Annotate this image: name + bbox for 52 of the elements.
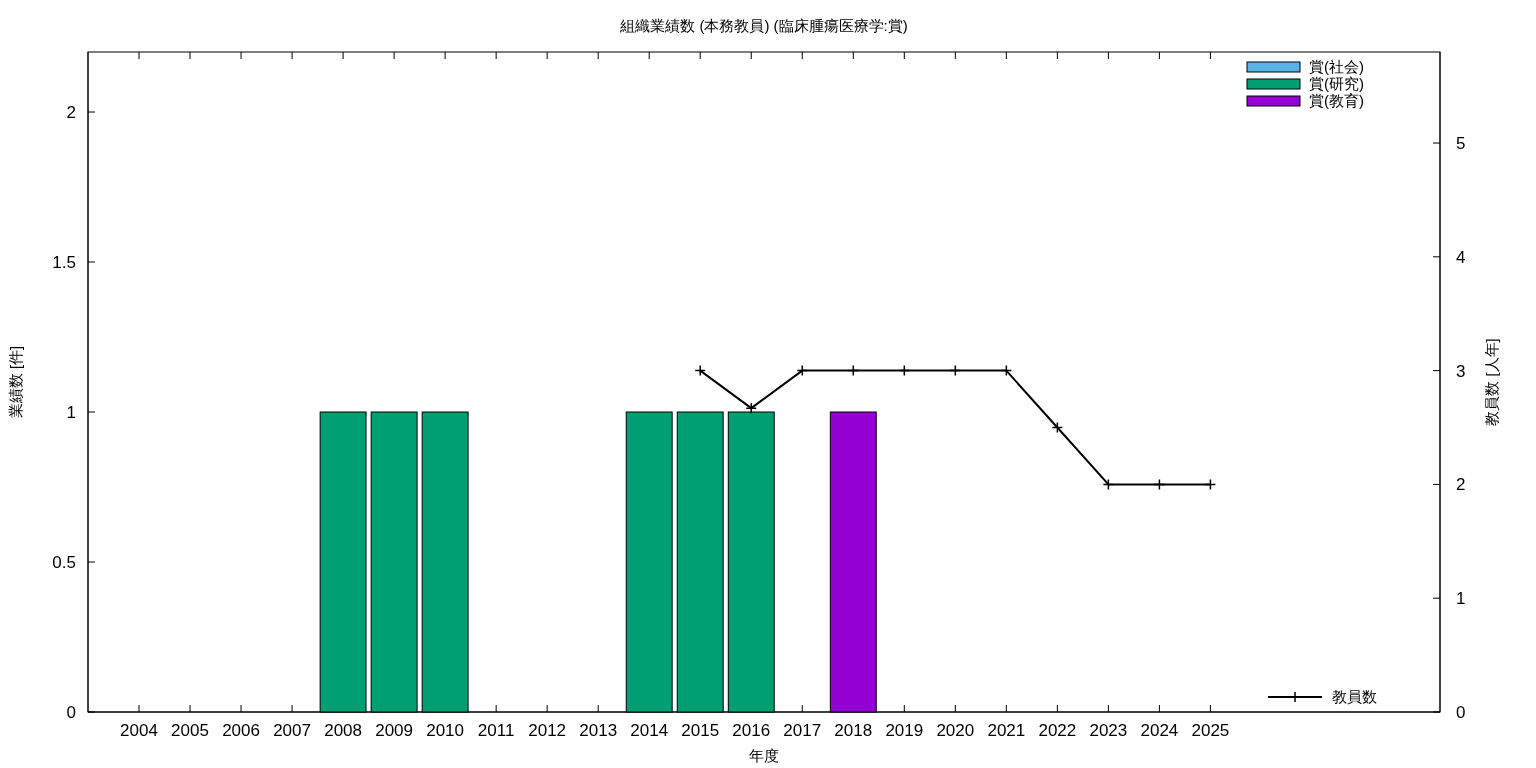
x-tick-label: 2008	[324, 721, 362, 740]
x-tick-label: 2020	[936, 721, 975, 740]
point	[949, 364, 962, 377]
x-tick-label: 2007	[273, 721, 311, 740]
x-tick-label: 2004	[120, 721, 158, 740]
x-tick-label: 2025	[1191, 721, 1230, 740]
legend-label: 賞(研究)	[1309, 75, 1364, 92]
x-tick-label: 2016	[732, 721, 771, 740]
x-tick-label: 2009	[375, 721, 414, 740]
x-axis-title: 年度	[749, 747, 779, 764]
chart-title: 組織業績数 (本務教員) (臨床腫瘍医療学:賞)	[619, 17, 908, 34]
x-tick-label: 2022	[1038, 721, 1077, 740]
y-tick-label: 1.5	[52, 253, 76, 272]
y-tick-label: 0	[66, 703, 76, 722]
x-tick-label: 2021	[987, 721, 1026, 740]
point	[847, 364, 860, 377]
x-tick-label: 2015	[681, 721, 720, 740]
x-tick-label: 2019	[885, 721, 924, 740]
x-tick-label: 2012	[528, 721, 567, 740]
y2-tick-label: 1	[1456, 589, 1466, 609]
legend-label: 賞(社会)	[1309, 58, 1364, 75]
point	[898, 364, 911, 377]
x-tick-label: 2014	[630, 721, 669, 740]
y2-tick-label: 5	[1456, 134, 1466, 154]
x-tick-label: 2005	[171, 721, 209, 740]
y2-tick-label: 0	[1456, 703, 1466, 722]
y2-axis-title: 教員数 [人年]	[1483, 338, 1500, 426]
point	[745, 402, 757, 414]
point	[1204, 478, 1217, 491]
x-tick-label: 2023	[1089, 721, 1128, 740]
y-tick-label: 0.5	[52, 553, 76, 572]
y-tick-label: 2	[66, 103, 76, 122]
point	[694, 364, 706, 377]
x-tick-label: 2017	[783, 721, 822, 740]
point	[1102, 478, 1115, 491]
x-tick-label: 2006	[222, 721, 260, 740]
y2-tick-label: 3	[1456, 361, 1466, 381]
x-tick-label: 2018	[834, 721, 873, 740]
legend-label: 賞(教育)	[1309, 92, 1364, 109]
x-tick-label: 2010	[426, 721, 465, 740]
x-tick-label: 2024	[1140, 721, 1179, 740]
x-tick-label: 2011	[477, 721, 515, 740]
point	[796, 364, 809, 377]
point	[1051, 421, 1064, 434]
point	[1153, 478, 1166, 491]
y2-tick-label: 2	[1456, 475, 1466, 495]
legend-label: 教員数	[1332, 688, 1377, 705]
point	[1000, 364, 1013, 377]
y-tick-label: 1	[66, 403, 76, 422]
y-axis-title: 業績数 [件]	[7, 345, 24, 419]
y2-tick-label: 4	[1456, 247, 1466, 267]
x-tick-label: 2013	[579, 721, 618, 740]
